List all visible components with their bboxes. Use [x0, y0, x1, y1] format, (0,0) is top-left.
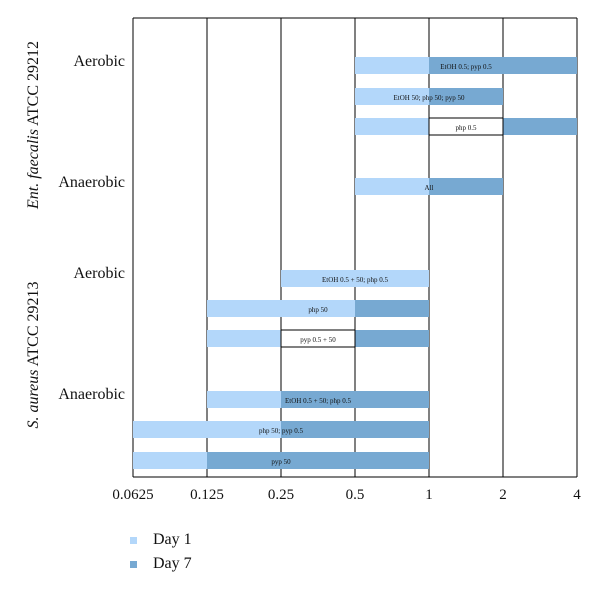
- legend-label-day7: Day 7: [153, 555, 192, 572]
- x-tick-label: 0.25: [268, 487, 294, 503]
- legend-label-day1: Day 1: [153, 531, 192, 548]
- bar-day1: [355, 178, 429, 195]
- grid-layer: [132, 17, 578, 478]
- group-label-species: Ent. faecalis: [25, 129, 42, 210]
- bar-annotation: php 50; pyp 0.5: [259, 427, 303, 435]
- bar-annotation: php 0.5: [456, 124, 478, 132]
- bar-day1: [133, 421, 281, 438]
- bar-annotation: EtOH 50; php 50; pyp 50: [394, 94, 465, 102]
- bar-day7: [429, 88, 503, 105]
- condition-label: Aerobic: [73, 265, 125, 282]
- bar-day1: [207, 391, 281, 408]
- bar-day7: [429, 57, 577, 74]
- text-layer: 0.0625 0.125 0.25 0.5 1 2 4 EtOH 0.5; pyp 0.5 Et…: [25, 41, 581, 503]
- bar-day7: [355, 300, 429, 317]
- bar-gap-box: [428, 117, 504, 136]
- bar-day1: [207, 300, 355, 317]
- legend: Day 1 Day 7: [130, 528, 192, 576]
- bar-day7: [429, 178, 503, 195]
- x-tick-label: 4: [573, 487, 581, 503]
- condition-label: Aerobic: [73, 53, 125, 70]
- legend-swatch-day1: [130, 536, 137, 544]
- group-label: S. aureus ATCC 29213: [25, 282, 42, 429]
- condition-label: Anaerobic: [58, 386, 125, 403]
- x-tick-label: 0.0625: [112, 487, 153, 503]
- bar-annotation: pyp 0.5 + 50: [300, 336, 336, 344]
- bar-day1: [281, 270, 429, 287]
- bar-annotation: php 50: [308, 306, 328, 314]
- bar-day7: [281, 421, 429, 438]
- legend-item-day1: Day 1: [130, 528, 192, 552]
- bar-annotation: pyp 50: [271, 458, 291, 466]
- legend-swatch-day7: [130, 560, 137, 568]
- bar-annotation: All: [425, 184, 434, 192]
- bar-day1: [355, 118, 429, 135]
- bar-day1: [207, 330, 281, 347]
- x-tick-label: 0.5: [346, 487, 365, 503]
- bar-annotation: EtOH 0.5; pyp 0.5: [440, 63, 492, 71]
- x-tick-label: 2: [499, 487, 507, 503]
- bar-layer: [133, 57, 577, 469]
- bar-day1: [355, 88, 429, 105]
- group-label-strain: ATCC 29212: [25, 41, 42, 129]
- x-tick-label: 0.125: [190, 487, 224, 503]
- condition-label: Anaerobic: [58, 174, 125, 191]
- bar-day1: [355, 57, 429, 74]
- legend-item-day7: Day 7: [130, 552, 192, 576]
- bar-day7: [281, 391, 429, 408]
- bar-day7: [207, 452, 429, 469]
- group-label-species: S. aureus: [25, 370, 42, 429]
- bar-day7: [355, 330, 429, 347]
- group-label-strain: ATCC 29213: [25, 282, 42, 370]
- bar-day1: [133, 452, 207, 469]
- group-label: Ent. faecalis ATCC 29212: [25, 41, 42, 210]
- bar-gap-box: [280, 329, 356, 348]
- bar-day7: [503, 118, 577, 135]
- x-tick-label: 1: [425, 487, 433, 503]
- bar-annotation: EtOH 0.5 + 50; php 0.5: [322, 276, 388, 284]
- bar-annotation: EtOH 0.5 + 50; php 0.5: [285, 397, 351, 405]
